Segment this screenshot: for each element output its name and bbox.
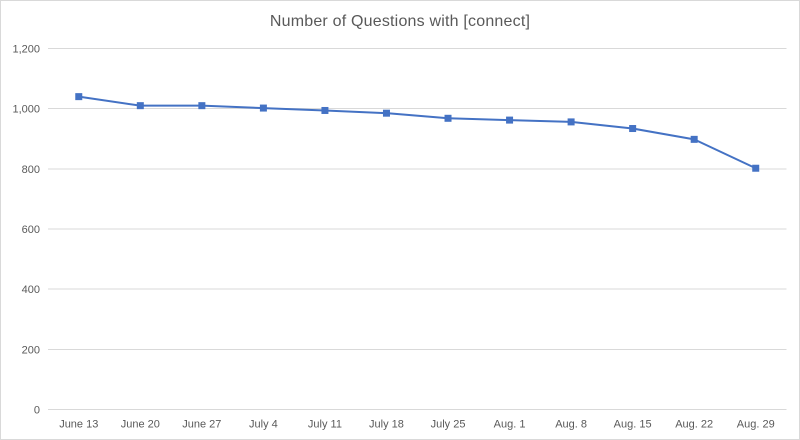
- data-point-marker: [567, 118, 575, 126]
- x-axis-label: Aug. 22: [675, 419, 713, 431]
- x-axis-label: June 13: [59, 419, 98, 431]
- x-axis-label: June 20: [121, 419, 160, 431]
- x-axis-label: Aug. 1: [494, 419, 526, 431]
- data-point-marker: [629, 125, 637, 133]
- y-axis-label: 800: [22, 164, 40, 176]
- x-axis-label: July 4: [249, 419, 278, 431]
- x-axis-label: June 27: [182, 419, 221, 431]
- data-line: [78, 95, 757, 170]
- data-point-marker: [690, 135, 698, 143]
- x-axis-label: Aug. 8: [555, 419, 587, 431]
- y-axis-label: 1,000: [12, 104, 40, 116]
- data-point-marker: [752, 164, 760, 172]
- x-axis-label: July 25: [431, 419, 466, 431]
- x-axis-label: Aug. 29: [737, 419, 775, 431]
- data-point-marker: [198, 102, 206, 110]
- y-axis-label: 200: [22, 344, 40, 356]
- x-axis-label: July 11: [308, 419, 342, 431]
- data-point-marker: [382, 109, 390, 117]
- data-point-marker: [75, 93, 83, 101]
- y-axis-label: 1,200: [12, 44, 40, 56]
- chart-title: Number of Questions with [connect]: [269, 13, 531, 30]
- y-axis-label: 0: [34, 405, 40, 417]
- data-point-marker: [506, 116, 514, 124]
- x-axis-label: July 18: [369, 419, 404, 431]
- data-point-marker: [136, 102, 144, 110]
- data-point-marker: [259, 104, 267, 112]
- y-axis-label: 400: [22, 284, 40, 296]
- data-point-marker: [321, 106, 329, 114]
- x-axis-label: Aug. 15: [614, 419, 652, 431]
- y-axis-label: 600: [22, 224, 40, 236]
- data-point-marker: [444, 114, 452, 122]
